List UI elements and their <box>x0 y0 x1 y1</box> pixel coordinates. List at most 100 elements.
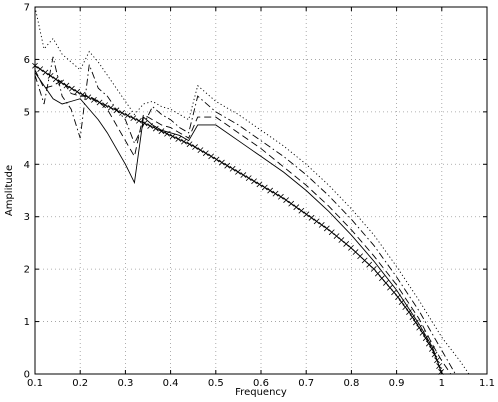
x-tick-label: 0.3 <box>117 378 133 389</box>
x-marker <box>406 309 412 315</box>
x-marker <box>218 159 225 166</box>
x-marker <box>313 218 320 225</box>
x-marker <box>357 253 363 260</box>
y-tick-label: 2 <box>24 265 30 276</box>
x-marker <box>152 125 159 132</box>
x-marker <box>74 88 81 95</box>
x-tick-labels: 0.1 0.2 0.3 0.4 0.5 0.6 0.7 0.8 0.9 1 1.1 <box>27 378 495 389</box>
x-tick-label: 0.9 <box>389 378 405 389</box>
x-marker <box>119 110 125 116</box>
x-marker <box>308 214 315 221</box>
x-marker <box>102 102 109 108</box>
x-marker <box>85 94 92 101</box>
x-marker <box>370 266 377 272</box>
x-tick-label: 1.1 <box>479 378 495 389</box>
x-marker <box>272 190 279 197</box>
y-tick-label: 0 <box>24 370 30 381</box>
x-marker <box>192 144 198 150</box>
x-marker <box>288 200 295 207</box>
x-marker <box>240 172 247 178</box>
series-dash-dot-line <box>34 56 456 375</box>
x-marker <box>42 69 49 76</box>
x-axis-label: Frequency <box>235 387 287 398</box>
x-marker <box>298 207 305 214</box>
x-marker <box>328 229 335 236</box>
y-tick-label: 5 <box>24 107 30 118</box>
x-marker <box>343 241 350 247</box>
x-marker <box>416 324 423 331</box>
x-marker <box>387 284 393 291</box>
x-tick-label: 0.7 <box>298 378 314 389</box>
grid <box>35 7 487 374</box>
x-marker <box>224 162 231 169</box>
y-tick-label: 1 <box>24 317 30 328</box>
x-marker <box>361 257 368 264</box>
x-marker <box>235 169 241 175</box>
x-marker <box>267 187 274 194</box>
x-marker <box>348 244 354 251</box>
x-marker <box>229 165 236 172</box>
x-marker <box>412 319 419 326</box>
y-tick-labels: 0 1 2 3 4 5 6 7 <box>24 3 30 381</box>
x-tick-label: 0.6 <box>253 378 269 389</box>
x-marker <box>251 178 257 185</box>
x-tick-label: 1 <box>439 378 445 389</box>
x-marker <box>419 329 426 336</box>
x-marker <box>68 85 75 92</box>
x-marker <box>130 115 137 122</box>
x-marker <box>277 193 284 200</box>
x-marker <box>293 204 300 211</box>
x-marker <box>333 233 340 239</box>
x-marker <box>352 249 359 255</box>
x-marker <box>409 314 416 321</box>
x-tick-label: 0.2 <box>72 378 88 389</box>
x-tick-label: 0.1 <box>27 378 43 389</box>
x-marker <box>181 138 187 145</box>
x-marker <box>124 112 131 119</box>
x-marker <box>197 147 204 154</box>
x-marker <box>323 225 330 232</box>
axis-ticks <box>34 6 488 375</box>
series-solid-line <box>34 72 443 375</box>
x-marker <box>283 197 289 203</box>
x-marker <box>425 340 432 347</box>
y-tick-label: 3 <box>24 212 30 223</box>
x-marker <box>261 184 268 191</box>
series-dashed-line <box>34 69 452 375</box>
x-marker <box>213 156 220 163</box>
x-marker <box>186 141 193 148</box>
y-tick-label: 4 <box>24 160 30 171</box>
x-marker <box>318 222 325 228</box>
x-marker <box>391 289 397 296</box>
x-tick-label: 0.5 <box>208 378 224 389</box>
x-marker <box>338 237 345 243</box>
series-dotted-line <box>34 6 470 375</box>
x-marker <box>431 351 438 358</box>
x-marker <box>37 66 44 72</box>
series-x-markers <box>32 62 444 375</box>
x-marker <box>245 175 252 182</box>
y-tick-label: 7 <box>24 3 30 14</box>
x-marker <box>256 181 263 188</box>
y-tick-label: 6 <box>24 55 30 66</box>
x-marker <box>374 270 381 277</box>
series-layer <box>32 6 470 375</box>
series-x-markers-line <box>34 65 443 375</box>
x-marker <box>202 150 209 157</box>
x-marker <box>303 211 310 218</box>
x-marker <box>422 335 429 342</box>
x-marker <box>169 133 176 140</box>
x-marker <box>113 107 120 114</box>
x-marker <box>366 261 373 268</box>
x-tick-label: 0.8 <box>343 378 359 389</box>
x-marker <box>52 76 59 83</box>
x-marker <box>47 72 54 79</box>
y-axis-label: Amplitude <box>4 165 15 216</box>
x-marker <box>208 153 215 160</box>
x-marker <box>136 117 142 124</box>
x-tick-label: 0.4 <box>163 378 179 389</box>
x-marker <box>378 275 385 282</box>
x-marker <box>107 104 114 111</box>
x-marker <box>175 136 182 142</box>
